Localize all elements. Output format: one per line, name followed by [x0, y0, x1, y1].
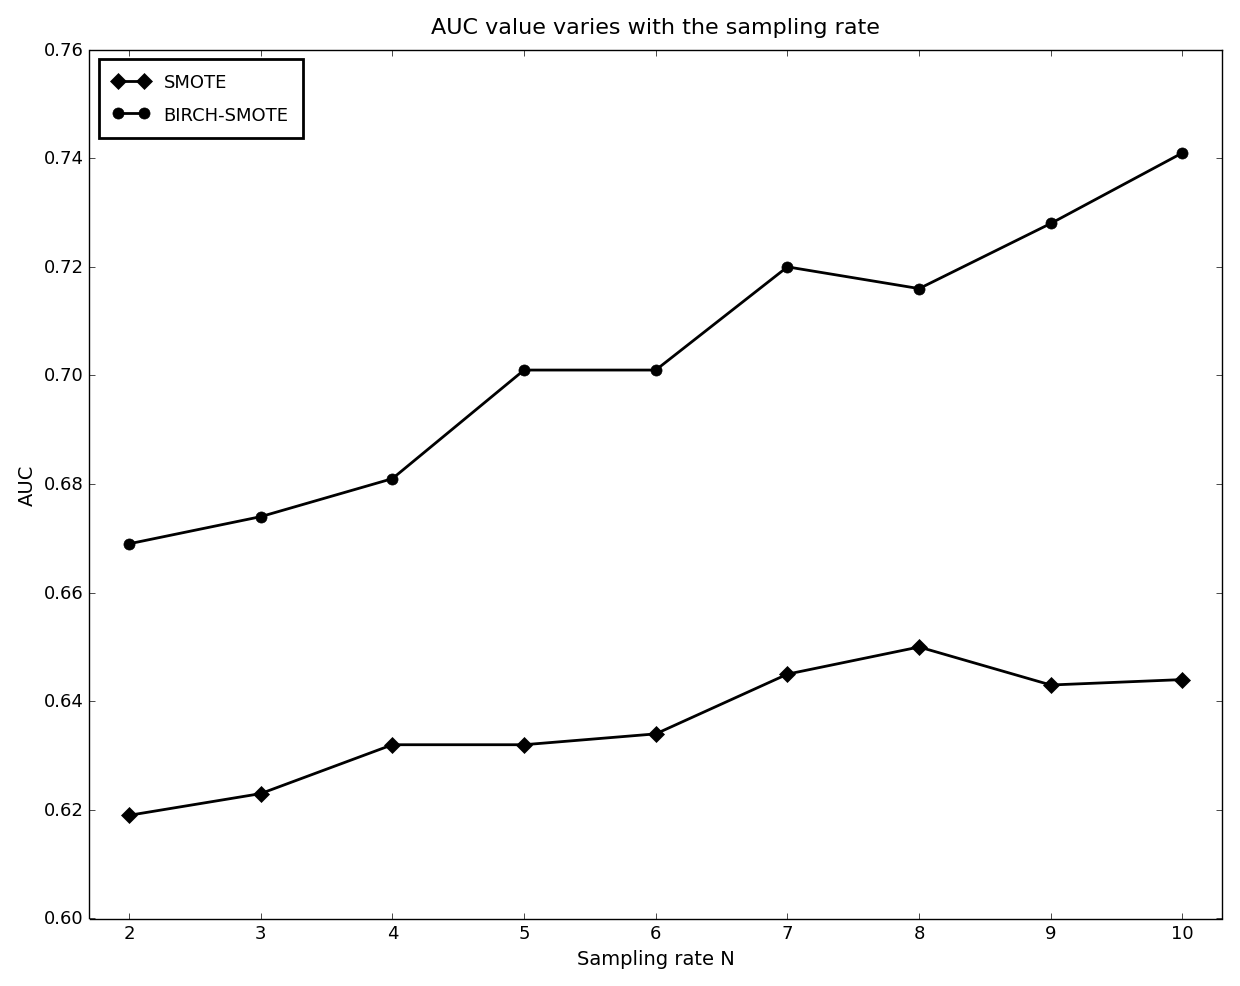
SMOTE — [911, 642, 926, 654]
BIRCH-SMOTE — [649, 365, 663, 377]
X-axis label: Sampling rate N: Sampling rate N — [577, 950, 734, 968]
BIRCH-SMOTE — [517, 365, 532, 377]
SMOTE — [122, 810, 136, 821]
BIRCH-SMOTE — [253, 511, 268, 523]
SMOTE — [384, 740, 399, 751]
BIRCH-SMOTE — [780, 261, 795, 273]
SMOTE — [780, 669, 795, 680]
Line: BIRCH-SMOTE: BIRCH-SMOTE — [124, 148, 1188, 550]
Legend: SMOTE, BIRCH-SMOTE: SMOTE, BIRCH-SMOTE — [98, 59, 303, 139]
Title: AUC value varies with the sampling rate: AUC value varies with the sampling rate — [432, 18, 880, 38]
SMOTE — [253, 788, 268, 800]
BIRCH-SMOTE — [1176, 148, 1190, 160]
Y-axis label: AUC: AUC — [19, 464, 37, 505]
BIRCH-SMOTE — [122, 538, 136, 550]
BIRCH-SMOTE — [384, 473, 399, 485]
BIRCH-SMOTE — [911, 283, 926, 295]
Line: SMOTE: SMOTE — [124, 642, 1188, 821]
SMOTE — [1043, 679, 1058, 691]
SMOTE — [517, 740, 532, 751]
SMOTE — [649, 729, 663, 740]
BIRCH-SMOTE — [1043, 218, 1058, 230]
SMOTE — [1176, 674, 1190, 686]
